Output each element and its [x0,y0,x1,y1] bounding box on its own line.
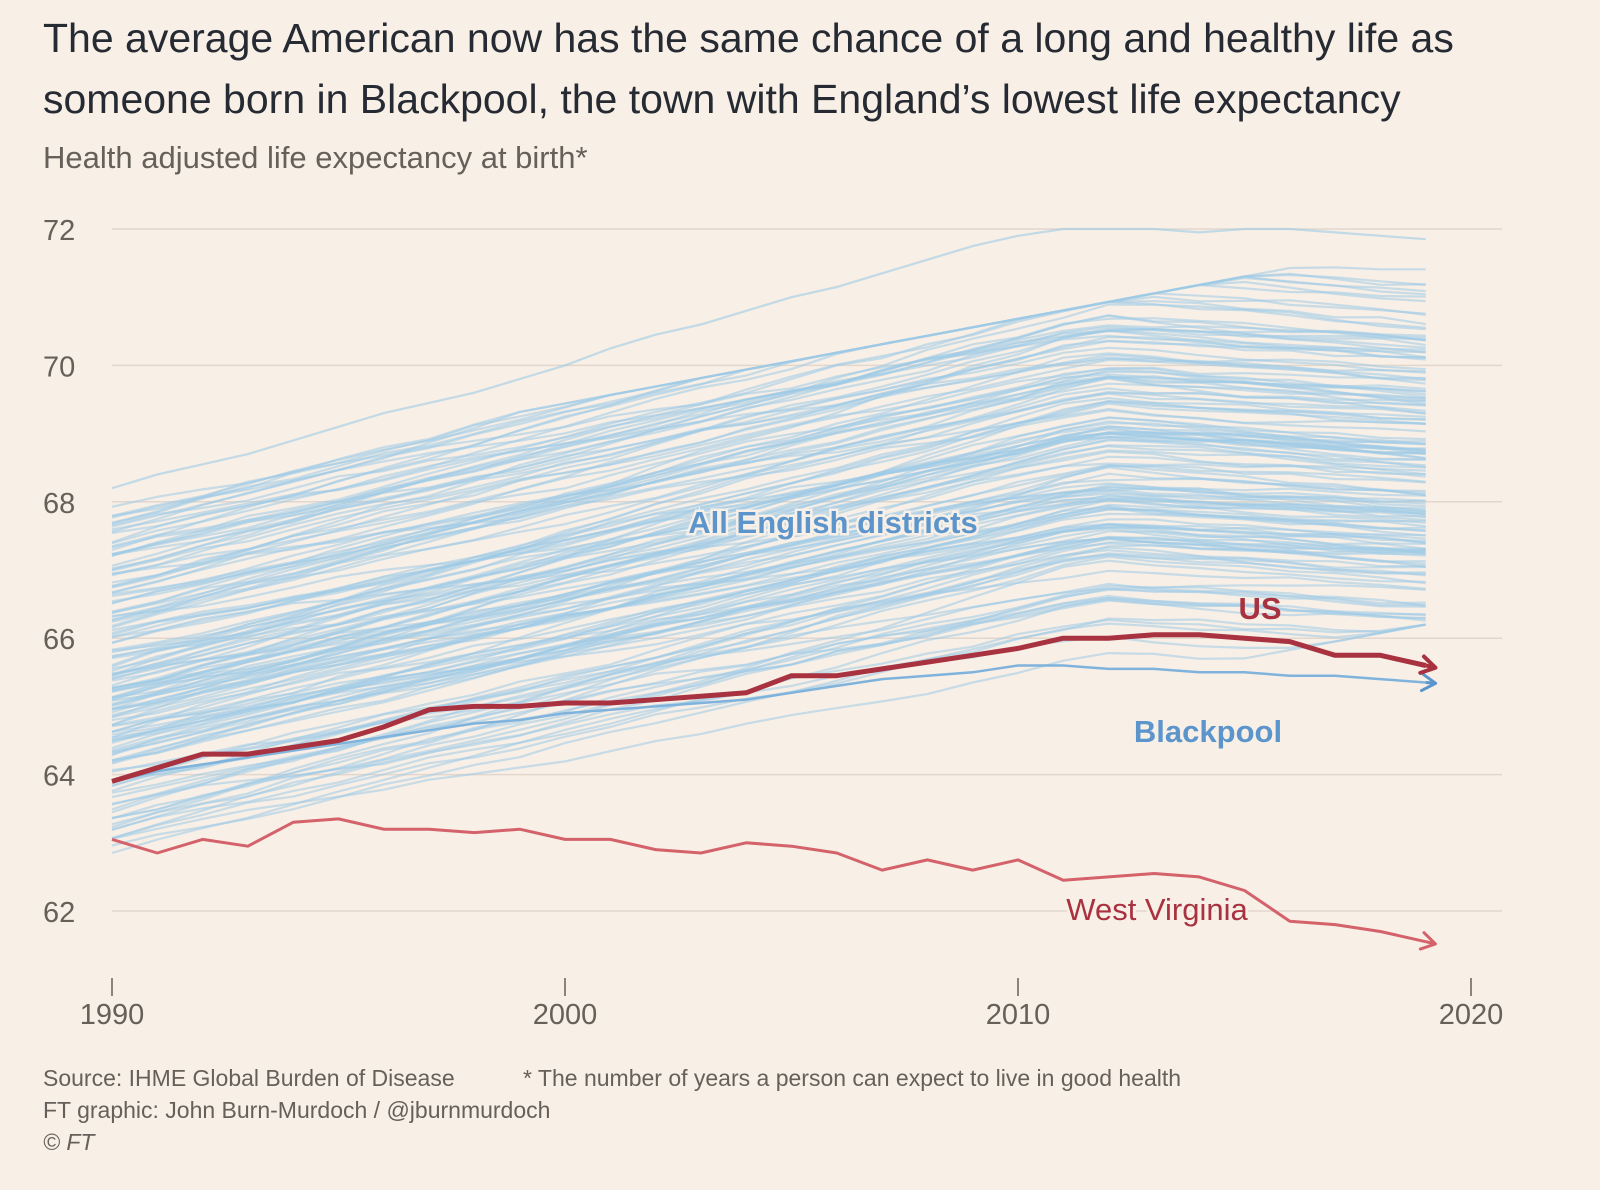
district-line [111,507,1426,733]
district-line [111,503,1426,711]
west-virginia-line [111,817,1427,944]
chart-title: The average American now has the same ch… [43,15,1454,122]
source-note: Source: IHME Global Burden of Disease [43,1065,455,1091]
x-axis: 1990 2000 2010 2020 [80,978,1504,1031]
label-all-english-districts: All English districts [688,505,977,540]
district-line [111,536,1426,744]
y-tick-label-66: 66 [43,624,75,656]
district-line [111,623,1426,840]
district-line [111,409,1426,587]
y-tick-label-64: 64 [43,761,75,793]
district-line [111,435,1426,676]
label-west-virginia: West Virginia [1066,892,1248,927]
y-tick-label-70: 70 [43,351,75,383]
district-line [111,523,1426,733]
x-tick-label-2000: 2000 [533,999,598,1031]
blackpool-arrow-stem [1425,681,1436,685]
district-line [111,472,1426,700]
district-line [111,493,1426,714]
district-line [111,392,1426,622]
district-line [111,449,1426,691]
district-line [111,486,1426,693]
district-line [111,530,1426,742]
district-line [111,391,1426,598]
district-line [111,526,1426,700]
district-line [111,329,1426,627]
district-line [111,366,1426,572]
highlighted-series [111,632,1438,951]
x-tick-label-1990: 1990 [80,999,145,1031]
us-line [111,632,1427,784]
district-line [111,358,1426,584]
y-axis-tick-labels: 62 64 66 68 70 72 [43,215,75,929]
x-tick-label-2020: 2020 [1439,999,1504,1031]
district-line [111,599,1426,794]
district-line [111,526,1426,756]
y-tick-label-62: 62 [43,897,75,929]
chart-footer: Source: IHME Global Burden of Disease * … [43,1062,1181,1158]
district-line [111,300,1426,557]
footnote: * The number of years a person can expec… [523,1065,1182,1091]
x-tick-label-2010: 2010 [986,999,1051,1031]
district-line [111,303,1426,588]
copyright: © FT [43,1129,95,1155]
district-line [111,353,1426,556]
district-line [111,276,1426,533]
district-line [111,299,1426,570]
chart-subtitle: Health adjusted life expectancy at birth… [43,140,588,175]
district-line [111,526,1426,764]
graphic-credit: FT graphic: John Burn-Murdoch / @jburnmu… [43,1097,551,1123]
district-line [111,370,1426,603]
district-line [111,548,1426,784]
district-line-highest [111,227,1426,490]
district-line [111,582,1426,772]
district-line [111,426,1426,636]
district-line [111,487,1426,638]
district-line [111,422,1426,699]
district-line [111,569,1426,728]
y-tick-label-68: 68 [43,488,75,520]
blackpool-line [111,664,1426,783]
district-line [111,400,1426,668]
district-line [111,584,1426,782]
district-line [111,425,1426,702]
district-line [111,462,1426,617]
district-line [111,518,1426,710]
district-line [111,537,1426,754]
district-line [111,402,1426,645]
district-line [111,334,1426,508]
line-chart: 62 64 66 68 70 72 1990 2000 2010 2020 All Englis… [43,215,1504,1031]
english-district-lines [111,227,1426,855]
district-line [111,324,1426,556]
y-tick-label-72: 72 [43,215,75,247]
district-line [111,450,1426,710]
district-line [111,584,1426,820]
district-line [111,295,1426,524]
label-us: US [1238,591,1281,626]
district-line [111,368,1426,677]
us-arrow-stem [1425,663,1436,670]
west-virginia-arrow-stem [1425,940,1436,946]
label-blackpool: Blackpool [1134,714,1282,749]
